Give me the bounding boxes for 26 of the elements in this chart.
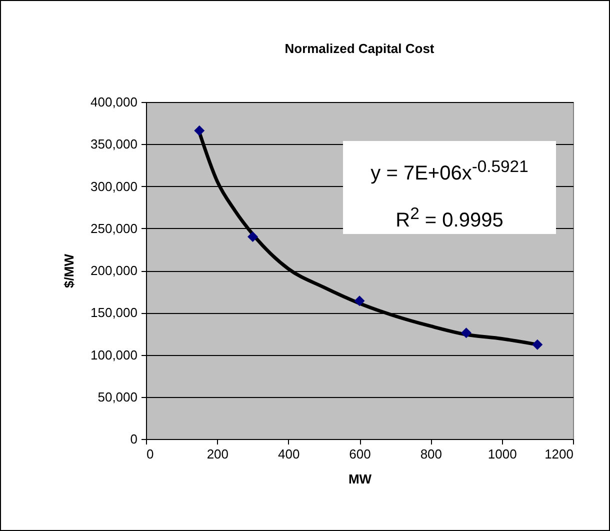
annotation: y = 7E+06x$^{-0.5921}$: [370, 156, 530, 187]
point: [354, 296, 365, 306]
x-tick-label: 1200: [544, 446, 574, 462]
y-tick-label: 0: [130, 432, 138, 446]
x-tick-label: 0: [146, 446, 154, 462]
y-tick-label: 350,000: [90, 136, 138, 152]
y-tick-label: 300,000: [90, 178, 138, 194]
y-tick-label: 50,000: [98, 389, 138, 404]
y-tick-label: 150,000: [90, 305, 138, 320]
x-axis-title: MW: [348, 472, 372, 486]
y-tick-label: 100,000: [90, 347, 138, 362]
y-tick-label: 400,000: [90, 94, 138, 110]
point: [194, 125, 205, 136]
x-tick-label: 600: [349, 446, 371, 462]
y-tick-label: 200,000: [90, 263, 138, 278]
point: [461, 328, 472, 338]
x-tick-label: 400: [278, 446, 300, 462]
x-tick-label: 800: [420, 446, 442, 462]
annotation: R$^{2}$ = 0.9995: [394, 202, 504, 234]
x-tick-label: 1000: [488, 446, 517, 462]
chart-title: Normalized Capital Cost: [284, 41, 435, 56]
y-tick-label: 250,000: [90, 220, 138, 236]
x-tick-label: 200: [206, 446, 229, 462]
point: [248, 232, 258, 242]
y-axis-title: $/MW: [62, 253, 77, 288]
point: [532, 339, 543, 350]
